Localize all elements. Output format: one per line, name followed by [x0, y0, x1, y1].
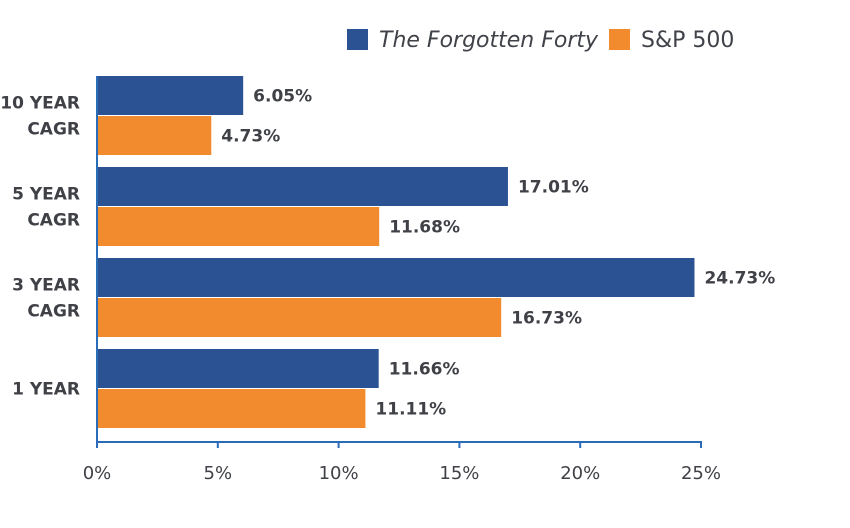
- x-tick-label: 20%: [560, 463, 600, 484]
- bar-forgotten-forty-2: [97, 258, 695, 297]
- value-labels: 6.05% 4.73% 17.01% 11.68% 24.73% 16.73% 11.66%…: [221, 87, 775, 420]
- bar-sp500-3: [97, 389, 366, 428]
- legend-label-forgotten-forty: The Forgotten Forty: [379, 28, 599, 53]
- category-label-line: 1 YEAR: [12, 380, 80, 400]
- category-label: 1 YEAR: [12, 380, 80, 400]
- value-label: 11.66%: [389, 360, 460, 380]
- value-label: 11.11%: [375, 400, 446, 420]
- category-label-line: 3 YEAR: [12, 276, 80, 296]
- category-label-line: 10 YEAR: [0, 94, 80, 114]
- category-label-line: 5 YEAR: [12, 185, 80, 205]
- bar-sp500-2: [97, 298, 502, 337]
- bars: [97, 76, 695, 428]
- legend: The Forgotten Forty S&P 500: [347, 28, 734, 53]
- bar-forgotten-forty-0: [97, 76, 244, 115]
- x-tick-label: 5%: [204, 463, 233, 484]
- legend-label-sp500: S&P 500: [641, 28, 734, 53]
- category-label-line: CAGR: [27, 302, 80, 322]
- category-labels: 10 YEAR CAGR 5 YEAR CAGR 3 YEAR CAGR 1 YEAR: [0, 94, 80, 400]
- bar-forgotten-forty-1: [97, 167, 508, 206]
- legend-swatch-forgotten-forty: [347, 29, 368, 50]
- value-label: 6.05%: [253, 87, 312, 107]
- x-tick-label: 15%: [439, 463, 479, 484]
- value-label: 17.01%: [518, 178, 589, 198]
- category-label: 5 YEAR CAGR: [12, 185, 80, 231]
- bar-sp500-0: [97, 116, 212, 155]
- category-label: 10 YEAR CAGR: [0, 94, 80, 140]
- value-label: 4.73%: [221, 127, 280, 147]
- value-label: 11.68%: [389, 218, 460, 238]
- x-tick-label: 25%: [681, 463, 721, 484]
- category-label-line: CAGR: [27, 120, 80, 140]
- legend-swatch-sp500: [609, 29, 630, 50]
- value-label: 24.73%: [704, 269, 775, 289]
- bar-forgotten-forty-3: [97, 349, 379, 388]
- x-tick-label: 10%: [319, 463, 359, 484]
- category-label-line: CAGR: [27, 211, 80, 231]
- bar-sp500-1: [97, 207, 380, 246]
- x-tick-label: 0%: [83, 463, 112, 484]
- axes: 0% 5% 10% 15% 20% 25%: [83, 76, 721, 484]
- category-label: 3 YEAR CAGR: [12, 276, 80, 322]
- value-label: 16.73%: [511, 309, 582, 329]
